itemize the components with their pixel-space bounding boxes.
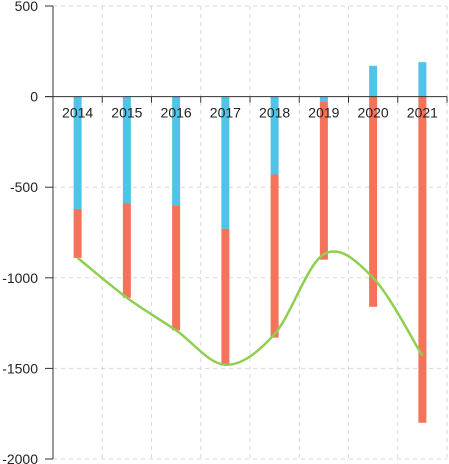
bar-segment — [221, 96, 230, 229]
bar-segment — [418, 62, 427, 97]
x-tick-labels: 2014 2015 2016 2017 2018 2019 2020 2021 — [62, 105, 438, 121]
x-tick-label: 2020 — [358, 105, 389, 121]
trend-line — [76, 250, 424, 367]
x-tick-label: 2018 — [259, 105, 290, 121]
bar-segment — [270, 96, 279, 175]
y-tick-label: -1000 — [2, 270, 38, 286]
y-tick-label: -500 — [10, 179, 38, 195]
bar-segment — [369, 96, 378, 307]
bar-segment — [270, 174, 279, 338]
bar-segment — [418, 96, 427, 423]
x-tick-label: 2019 — [308, 105, 339, 121]
x-tick-label: 2016 — [161, 105, 192, 121]
bar-segment — [73, 96, 82, 209]
y-tick-labels: 500 0 -500 -1000 -1500 -2000 — [2, 0, 38, 464]
bar-segment — [319, 102, 328, 260]
x-tick-label: 2017 — [210, 105, 241, 121]
x-tick-label: 2014 — [62, 105, 93, 121]
x-tick-label: 2021 — [407, 105, 438, 121]
bar-segment — [319, 96, 328, 103]
bar-segment — [73, 208, 82, 258]
y-tick-label: -2000 — [2, 451, 38, 464]
bar-segment — [122, 203, 131, 298]
axes — [45, 5, 448, 460]
bar-segment — [221, 228, 230, 365]
gridlines — [52, 5, 448, 460]
y-tick-label: 500 — [15, 0, 39, 14]
bars — [73, 62, 427, 423]
bar-segment — [172, 96, 181, 206]
bar-segment — [369, 65, 378, 97]
y-tick-label: -1500 — [2, 360, 38, 376]
series-line — [76, 250, 424, 367]
bar-segment — [122, 96, 131, 204]
y-tick-label: 0 — [30, 89, 38, 105]
bar-segment — [172, 205, 181, 331]
x-tick-label: 2015 — [111, 105, 142, 121]
